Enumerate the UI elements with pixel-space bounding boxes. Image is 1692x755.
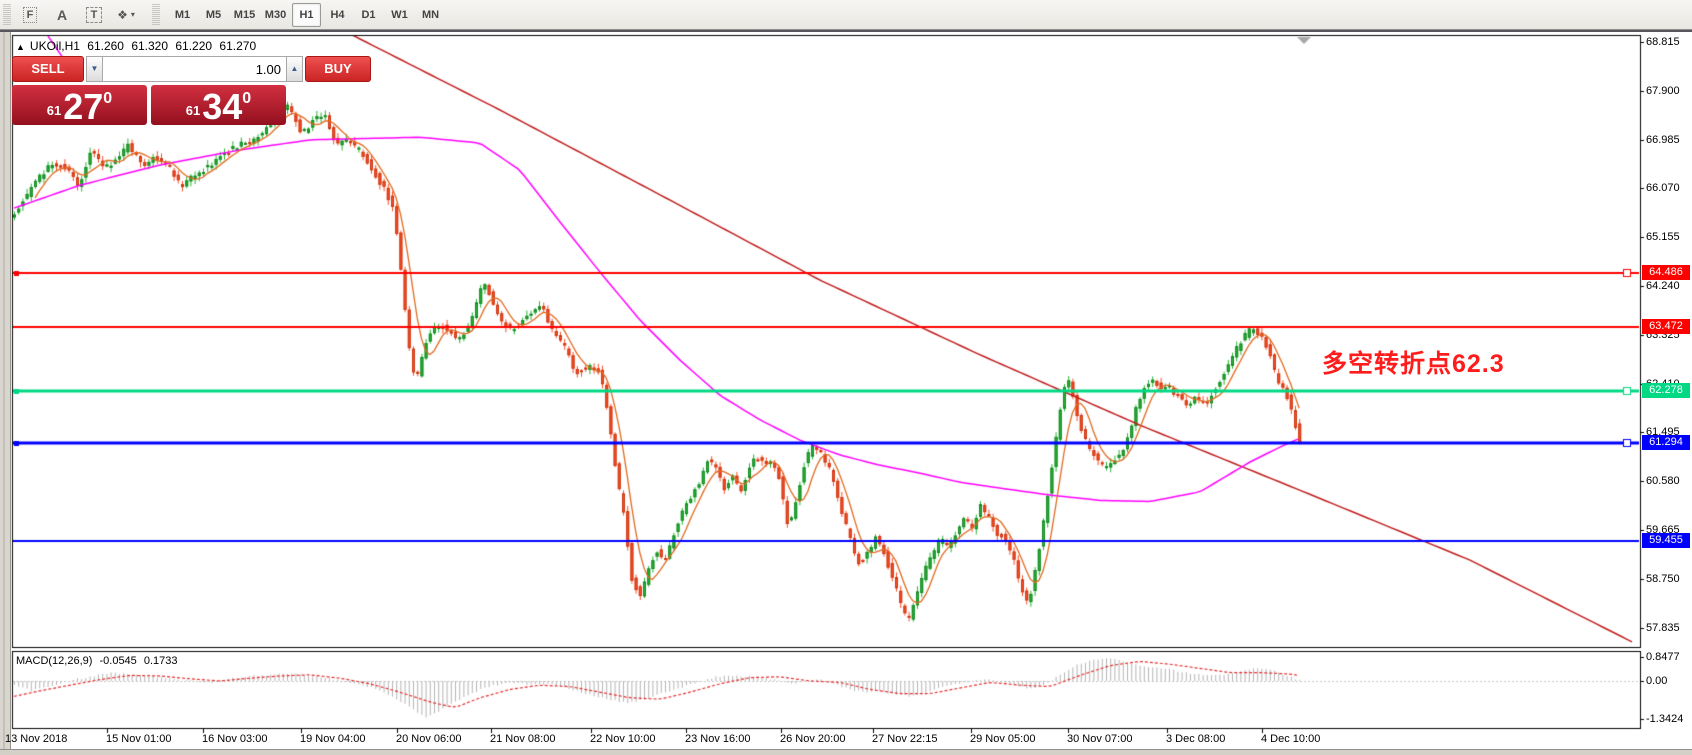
ohlc-high: 61.320 [131,39,169,53]
chevron-down-icon: ▾ [130,10,135,19]
volume-increase-button[interactable]: ▲ [286,56,303,82]
macd-axis-tick: -1.3424 [1646,712,1684,725]
timeframe-button-w1[interactable]: W1 [391,8,408,21]
price-axis-tick: 58.750 [1646,572,1680,585]
price-axis-tick: 64.240 [1646,279,1680,292]
price-axis-tick: 65.155 [1646,231,1680,244]
macd-main-value: -0.0545 [99,655,137,667]
text-label-tool-button[interactable]: A [56,6,68,23]
macd-name: MACD(12,26,9) [16,655,93,667]
time-axis-label: 13 Nov 2018 [5,733,68,745]
sell-price-sup: 0 [103,90,113,107]
buy-price-prefix: 61 [185,103,201,118]
sell-price-prefix: 61 [46,103,62,118]
buy-price-big: 34 [202,86,243,127]
volume-input[interactable] [103,56,286,82]
buy-price-display[interactable]: 61 34 0 [151,85,286,125]
timeframe-button-m5[interactable]: M5 [205,8,222,21]
ohlc-open: 61.260 [87,39,124,53]
buy-button[interactable]: BUY [305,56,371,82]
price-axis-tick: 67.900 [1646,84,1680,97]
time-axis-label: 27 Nov 22:15 [872,733,938,745]
toolbar-drag-handle[interactable] [3,3,11,26]
time-axis-label: 16 Nov 03:00 [202,733,268,745]
time-axis-label: 19 Nov 04:00 [300,733,366,745]
sell-price-display[interactable]: 61 27 0 [12,85,147,125]
ohlc-close: 61.270 [219,39,257,53]
time-axis-label: 29 Nov 05:00 [970,733,1036,745]
time-axis-label: 22 Nov 10:00 [590,733,656,745]
toolbar: F A T ❖ ▾ M1 M5 M15 M30 H1 H4 D1 W1 MN [0,0,1692,32]
price-level-badge: 64.486 [1642,264,1690,280]
sell-button[interactable]: SELL [12,56,84,82]
fibonacci-icon: F [22,6,38,23]
time-axis-label: 30 Nov 07:00 [1067,733,1133,745]
price-axis-tick: 60.580 [1646,475,1680,488]
timeframe-button-h1[interactable]: H1 [292,2,321,27]
time-axis-label: 15 Nov 01:00 [106,733,172,745]
price-axis-tick: 59.665 [1646,523,1680,536]
timeframe-button-d1[interactable]: D1 [361,8,376,21]
time-axis-label: 23 Nov 16:00 [685,733,751,745]
macd-axis-tick: 0.00 [1646,675,1668,687]
macd-axis-tick: 0.8477 [1646,651,1680,664]
text-box-tool-button[interactable]: T [79,3,109,27]
text-box-icon: T [85,6,103,23]
one-click-trade-panel: SELL ▼ ▲ BUY 61 27 0 61 34 0 [12,56,371,125]
fibonacci-tool-button[interactable]: F [15,3,45,27]
chart-title: ▲ UKOil,H1 61.260 61.320 61.220 61.270 [16,39,260,53]
price-level-badge: 62.278 [1642,382,1690,398]
price-level-badge: 63.472 [1642,318,1690,334]
timeframe-button-h4[interactable]: H4 [330,8,345,21]
time-axis-label: 4 Dec 10:00 [1261,733,1321,745]
timeframe-button-m30[interactable]: M30 [264,8,287,21]
time-axis-label: 20 Nov 06:00 [396,733,462,745]
timeframe-button-mn[interactable]: MN [421,8,440,21]
time-axis-label: 3 Dec 08:00 [1166,733,1226,745]
timeframe-button-m1[interactable]: M1 [174,8,191,21]
price-axis-tick: 66.070 [1646,182,1680,195]
sell-price-big: 27 [63,86,104,127]
volume-decrease-button[interactable]: ▼ [86,56,103,82]
buy-price-sup: 0 [242,90,252,107]
price-level-badge: 59.455 [1642,533,1690,549]
price-axis-tick: 57.835 [1646,621,1680,634]
shapes-tool-button[interactable]: ❖ ▾ [111,3,141,27]
shapes-icon: ❖ [117,7,128,22]
timeframe-button-m15[interactable]: M15 [233,8,256,21]
macd-signal-value: 0.1733 [143,655,178,667]
price-axis-tick: 68.815 [1646,36,1680,48]
timeframe-toolbar-drag-handle[interactable] [152,3,160,26]
status-bar [0,749,1692,755]
price-level-badge: 61.294 [1642,435,1690,451]
time-axis-label: 26 Nov 20:00 [780,733,846,745]
price-axis-tick: 66.985 [1646,133,1680,146]
macd-indicator-label: MACD(12,26,9) -0.0545 0.1733 [16,655,182,667]
ohlc-low: 61.220 [175,39,213,53]
symbol-period-label: UKOil,H1 [29,39,80,53]
chart-text-annotation: 多空转折点62.3 [1322,350,1505,378]
time-axis-label: 21 Nov 08:00 [490,733,556,745]
left-panel-splitter[interactable] [0,31,11,755]
collapse-arrow-icon[interactable]: ▲ [16,42,25,52]
